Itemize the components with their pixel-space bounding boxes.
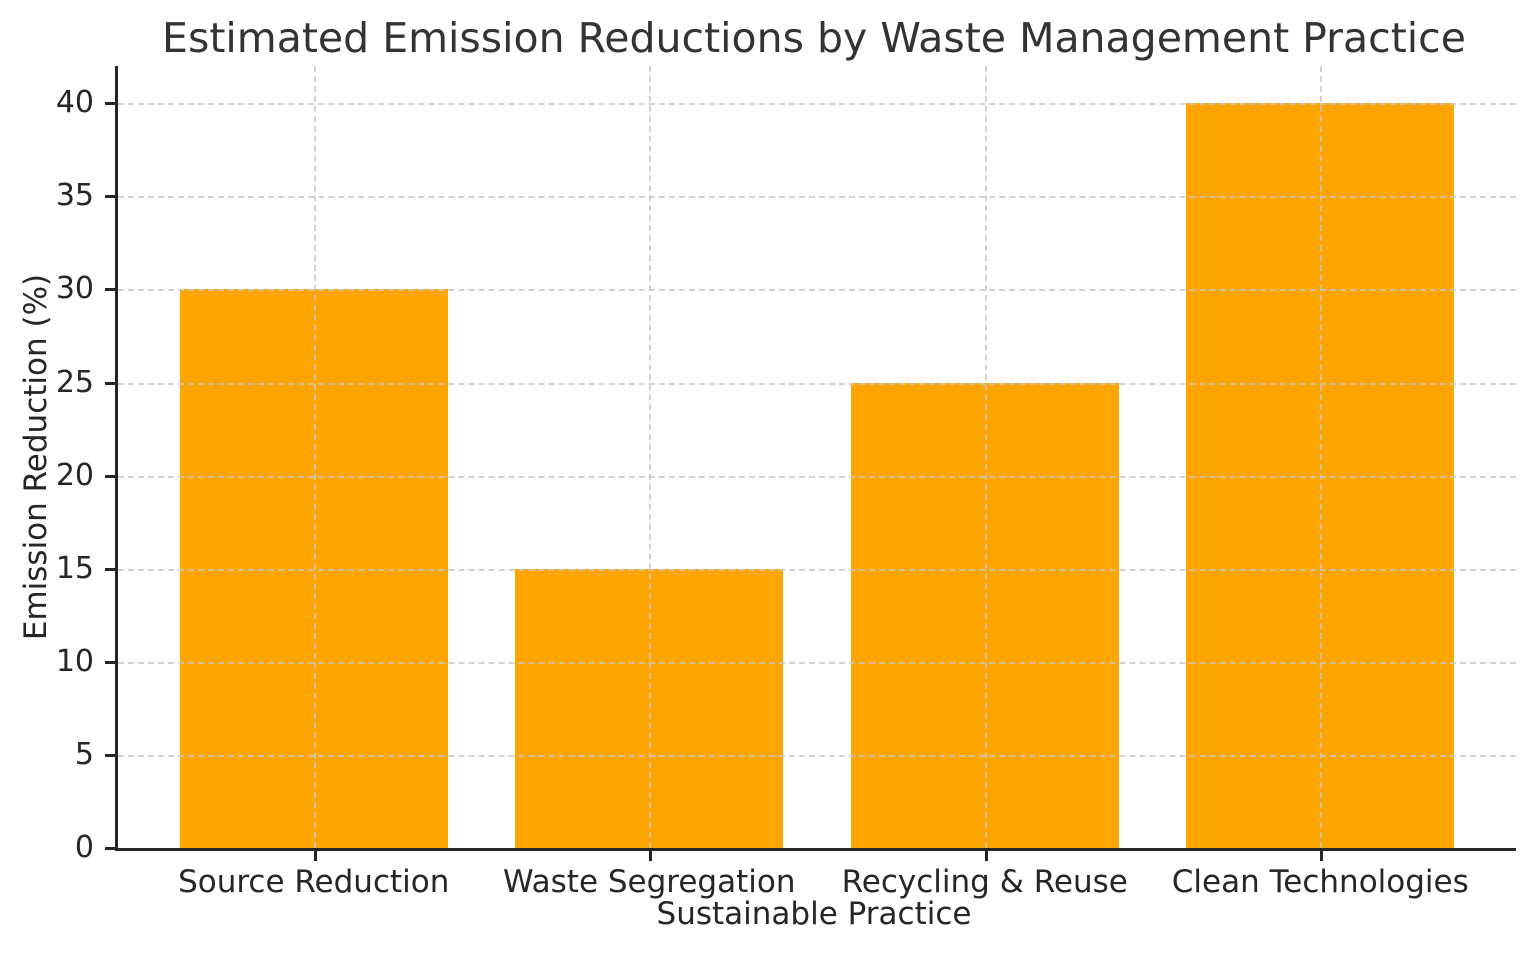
h-gridline-40 [118,103,1516,106]
y-tick-label-5: 5 [74,736,94,772]
y-tick-label-40: 40 [55,85,94,121]
y-tick-label-10: 10 [55,643,94,679]
h-gridline-5 [118,754,1516,757]
y-tick-10 [105,660,115,664]
v-gridline-source-reduction [313,66,316,848]
y-tick-label-20: 20 [55,457,94,493]
h-gridline-20 [118,475,1516,478]
y-tick-35 [105,195,115,199]
y-tick-label-0: 0 [74,830,94,865]
x-tick-label-clean-technologies: Clean Technologies [1171,864,1469,900]
y-axis-label: Emission Reduction (%) [18,273,54,641]
x-tick-clean-technologies [1320,851,1324,861]
y-tick-0 [105,847,115,850]
x-tick-label-recycling-reuse: Recycling & Reuse [841,864,1128,900]
y-tick-20 [105,474,115,478]
x-tick-waste-segregation [649,851,653,861]
y-tick-25 [105,381,115,385]
y-tick-label-30: 30 [55,271,94,307]
y-tick-label-25: 25 [55,364,94,400]
h-gridline-35 [118,196,1516,199]
y-tick-label-15: 15 [55,550,94,586]
y-tick-40 [105,102,115,106]
h-gridline-10 [118,661,1516,664]
y-tick-30 [105,288,115,292]
x-tick-label-source-reduction: Source Reduction [178,864,450,900]
v-gridline-clean-technologies [1320,66,1323,848]
h-gridline-25 [118,382,1516,385]
h-gridline-30 [118,289,1516,292]
x-tick-source-reduction [313,851,317,861]
x-tick-recycling-reuse [984,851,988,861]
y-tick-label-35: 35 [55,178,94,214]
plot-area: 0 5 10 15 20 25 30 35 40 Source Reduction Waste Se… [56,66,1516,900]
chart-title: Estimated Emission Reductions by Waste M… [162,14,1466,62]
v-gridline-waste-segregation [649,66,652,848]
y-tick-15 [105,567,115,571]
y-tick-5 [105,753,115,757]
x-tick-label-waste-segregation: Waste Segregation [502,864,796,900]
h-gridline-15 [118,568,1516,571]
x-axis-label: Sustainable Practice [656,896,972,932]
v-gridline-recycling-reuse [984,66,987,848]
